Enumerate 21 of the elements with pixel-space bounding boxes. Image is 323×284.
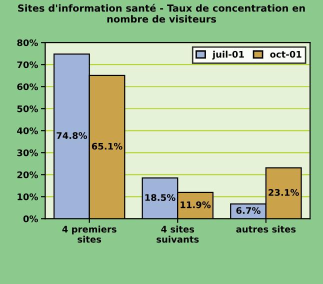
y-tick-label: 10%: [18, 193, 38, 200]
data-label: 11.9%: [180, 201, 211, 208]
data-label: 74.8%: [56, 132, 88, 139]
y-tick-label: 0%: [23, 215, 38, 222]
x-tick-label: 4 premiers sites: [62, 226, 116, 243]
y-tick-label: 80%: [17, 39, 38, 46]
x-tick-label: 4 sites suivants: [156, 226, 199, 243]
chart-title: Sites d'information santé - Taux de concentration en nombre de visiteurs: [18, 4, 305, 23]
data-label: 6.7%: [236, 207, 261, 214]
y-tick-label: 60%: [17, 83, 38, 90]
legend-label: juil-01: [212, 50, 244, 60]
data-label: 23.1%: [268, 189, 299, 196]
legend-label: oct-01: [270, 50, 302, 58]
x-tick-label: autres sites: [236, 226, 296, 233]
y-tick-label: 20%: [17, 171, 38, 178]
data-label: 65.1%: [92, 142, 122, 150]
y-tick-label: 40%: [17, 127, 38, 134]
y-tick-label: 30%: [17, 149, 38, 156]
y-tick-label: 70%: [17, 61, 38, 68]
y-tick-label: 50%: [17, 105, 38, 112]
data-label: 18.5%: [145, 194, 176, 201]
